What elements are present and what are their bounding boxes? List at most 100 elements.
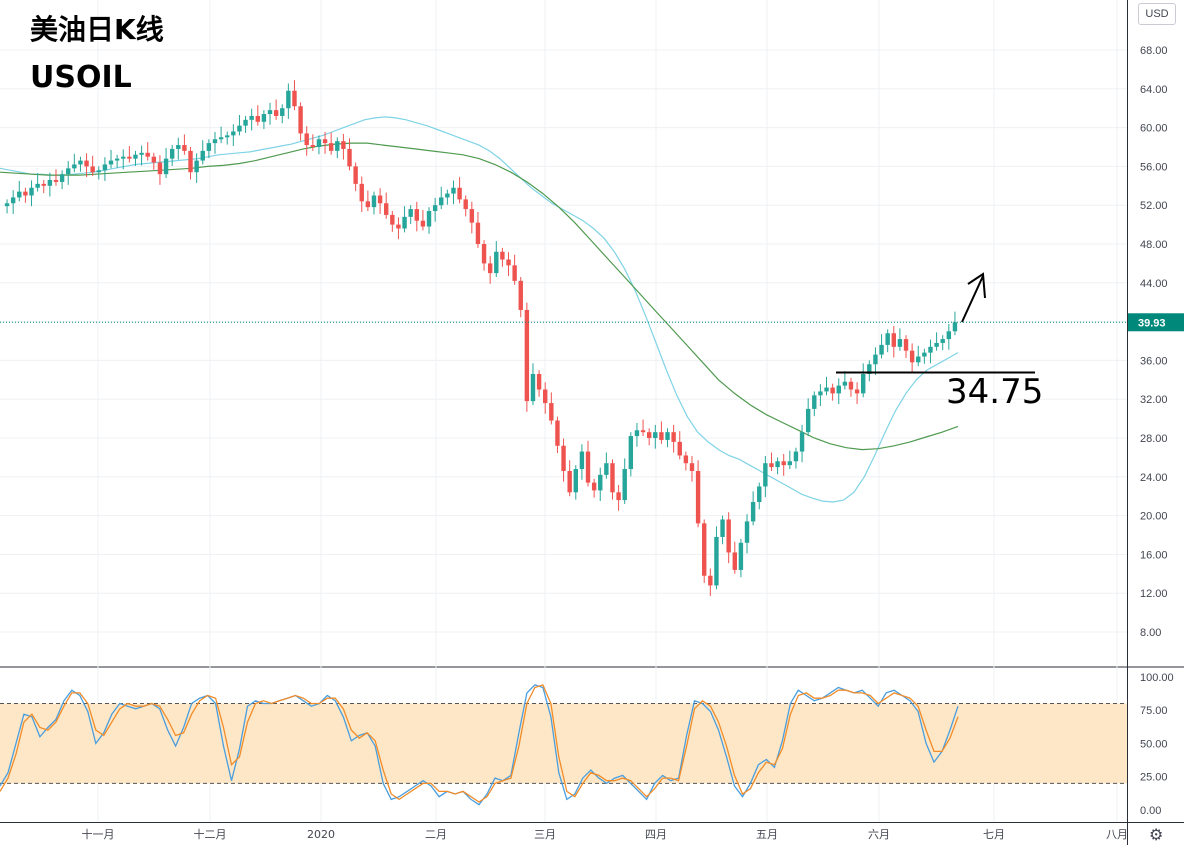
candle-body [377, 195, 383, 204]
candle-body [530, 373, 536, 402]
candle-body [451, 187, 456, 194]
candle-body [854, 389, 860, 394]
candle-body [194, 160, 199, 173]
candle-body [842, 381, 848, 386]
price-tick-label: 16.00 [1140, 549, 1168, 561]
candle-body [848, 381, 854, 390]
candle-body [891, 333, 896, 347]
candle-body [793, 451, 799, 462]
price-tick-label: 64.00 [1140, 84, 1168, 96]
candle-body [4, 203, 10, 207]
candle-body [555, 420, 560, 446]
time-tick-label: 五月 [756, 828, 778, 841]
candle-body [757, 486, 762, 503]
candle-body [475, 222, 481, 244]
candle-body [940, 339, 945, 343]
support-level-label: 34.75 [946, 372, 1044, 412]
candle-body [653, 432, 658, 438]
candle-body [579, 451, 585, 470]
candle-body [818, 391, 823, 396]
candle-body [683, 455, 689, 464]
candle-body [365, 201, 371, 208]
stochastic-tick-label: 50.00 [1140, 738, 1168, 750]
gear-icon[interactable]: ⚙ [1149, 827, 1164, 844]
candle-body [585, 451, 591, 483]
time-axis[interactable]: 十一月 十二月 2020 二月 三月 四月 五月 六月 七月 八月 [82, 827, 1129, 841]
candle-body [353, 166, 358, 184]
candle-body [708, 575, 713, 586]
candle-body [952, 322, 958, 332]
candle-body [512, 265, 517, 281]
candle-body [659, 432, 664, 440]
candle-body [96, 170, 101, 173]
candle-body [72, 164, 77, 169]
candle-body [665, 432, 670, 440]
stochastic-tick-label: 75.00 [1140, 705, 1168, 717]
candle-body [347, 148, 352, 167]
price-tick-label: 24.00 [1140, 472, 1168, 484]
candle-body [225, 135, 230, 138]
candle-body [750, 502, 756, 522]
candle-body [402, 216, 407, 229]
candle-body [677, 441, 682, 456]
time-tick-label: 2020 [307, 828, 335, 841]
candle-body [836, 385, 841, 394]
candle-body [726, 519, 731, 553]
last-price-tag [1128, 313, 1184, 332]
stochastic-tick-label: 100.00 [1140, 672, 1174, 684]
stochastic-lines [0, 684, 959, 806]
candle-body [763, 463, 768, 487]
candle-body [805, 408, 811, 433]
candle-body [261, 114, 267, 122]
candle-body [47, 179, 53, 186]
price-axis[interactable]: 8.00 12.00 16.00 20.00 24.00 28.00 32.00 36.00 4… [1128, 45, 1184, 639]
ma-fast-line [0, 116, 959, 503]
time-tick-label: 八月 [1106, 828, 1128, 841]
candle-body [133, 154, 138, 159]
candle-body [102, 164, 108, 171]
candle-body [408, 209, 413, 217]
stochastic-k-line [0, 684, 959, 806]
price-tick-label: 68.00 [1140, 45, 1168, 57]
stochastic-axis[interactable]: 100.00 75.00 50.00 25.00 0.00 [1140, 672, 1174, 817]
candle-body [90, 166, 95, 173]
arrow-shaft [961, 275, 984, 323]
candle-body [439, 197, 444, 206]
stochastic-d-line [0, 684, 959, 803]
candle-body [108, 160, 114, 165]
candle-body [524, 309, 530, 402]
candle-body [500, 251, 505, 260]
candle-body [909, 350, 915, 363]
candle-body [249, 115, 254, 120]
currency-button[interactable]: USD [1138, 3, 1176, 25]
candle-body [744, 521, 750, 543]
symbol-label: USOIL [30, 60, 132, 95]
candle-body [41, 183, 46, 186]
candle-body [634, 430, 640, 437]
candle-body [78, 160, 83, 165]
candle-body [781, 461, 786, 466]
last-price-label: 39.93 [1138, 317, 1166, 329]
candle-body [567, 470, 572, 493]
candle-body [873, 354, 878, 365]
candle-body [714, 536, 719, 586]
time-tick-label: 七月 [983, 828, 1005, 841]
candle-body [671, 432, 676, 442]
candle-body [812, 395, 817, 409]
candle-body [200, 150, 205, 161]
price-tick-label: 44.00 [1140, 278, 1168, 290]
candle-body [598, 474, 603, 491]
candle-body [127, 156, 132, 159]
annotations [0, 272, 1127, 374]
price-tick-label: 56.00 [1140, 161, 1168, 173]
candle-body [457, 187, 462, 200]
candle-body [176, 145, 181, 149]
time-tick-label: 六月 [868, 828, 890, 841]
candle-body [292, 90, 297, 107]
price-tick-label: 60.00 [1140, 123, 1168, 135]
candle-body [335, 141, 340, 151]
candle-body [114, 158, 120, 161]
candle-body [139, 152, 144, 155]
candle-body [121, 156, 126, 159]
